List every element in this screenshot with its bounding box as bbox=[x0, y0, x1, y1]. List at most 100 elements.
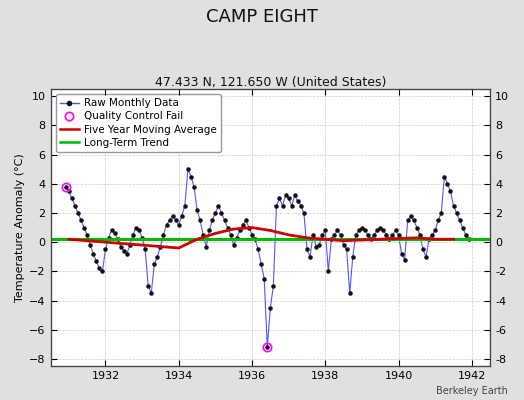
Point bbox=[208, 217, 216, 224]
Point bbox=[324, 268, 333, 274]
Point bbox=[77, 217, 85, 224]
Point bbox=[352, 232, 360, 238]
Point bbox=[236, 227, 244, 234]
Point bbox=[440, 173, 449, 180]
Point bbox=[291, 192, 299, 199]
Point bbox=[129, 232, 137, 238]
Point bbox=[71, 202, 79, 209]
Point bbox=[141, 246, 149, 253]
Point bbox=[242, 217, 250, 224]
Point bbox=[83, 232, 91, 238]
Point bbox=[223, 224, 232, 231]
Point bbox=[64, 188, 73, 194]
Point bbox=[190, 184, 198, 190]
Point bbox=[385, 236, 394, 242]
Point bbox=[111, 230, 119, 237]
Y-axis label: Temperature Anomaly (°C): Temperature Anomaly (°C) bbox=[15, 153, 25, 302]
Point bbox=[373, 227, 381, 234]
Point bbox=[416, 232, 424, 238]
Point bbox=[181, 202, 189, 209]
Point bbox=[187, 173, 195, 180]
Point bbox=[297, 202, 305, 209]
Point bbox=[107, 227, 116, 234]
Point bbox=[293, 198, 302, 204]
Point bbox=[211, 210, 220, 216]
Legend: Raw Monthly Data, Quality Control Fail, Five Year Moving Average, Long-Term Tren: Raw Monthly Data, Quality Control Fail, … bbox=[56, 94, 221, 152]
Point bbox=[95, 265, 104, 272]
Point bbox=[126, 242, 134, 248]
Point bbox=[403, 217, 412, 224]
Point bbox=[245, 224, 253, 231]
Point bbox=[62, 184, 70, 190]
Point bbox=[278, 202, 287, 209]
Point bbox=[89, 251, 97, 257]
Point bbox=[251, 236, 259, 242]
Point bbox=[74, 210, 82, 216]
Point bbox=[202, 243, 211, 250]
Point bbox=[437, 210, 445, 216]
Point bbox=[162, 222, 171, 228]
Point bbox=[345, 290, 354, 296]
Point bbox=[336, 232, 345, 238]
Point bbox=[303, 246, 311, 253]
Point bbox=[269, 283, 278, 289]
Point bbox=[340, 242, 348, 248]
Point bbox=[275, 195, 283, 202]
Text: CAMP EIGHT: CAMP EIGHT bbox=[206, 8, 318, 26]
Point bbox=[321, 227, 330, 234]
Point bbox=[147, 290, 156, 296]
Point bbox=[281, 192, 290, 199]
Point bbox=[171, 217, 180, 224]
Point bbox=[315, 242, 323, 248]
Point bbox=[98, 268, 106, 274]
Point bbox=[419, 246, 427, 253]
Point bbox=[358, 224, 366, 231]
Point bbox=[431, 227, 440, 234]
Point bbox=[367, 236, 375, 242]
Point bbox=[288, 202, 296, 209]
Point bbox=[309, 232, 317, 238]
Point bbox=[428, 232, 436, 238]
Point bbox=[230, 242, 238, 248]
Point bbox=[104, 234, 113, 241]
Point bbox=[422, 254, 430, 260]
Text: Berkeley Earth: Berkeley Earth bbox=[436, 386, 508, 396]
Point bbox=[400, 256, 409, 263]
Point bbox=[455, 217, 464, 224]
Point bbox=[443, 181, 452, 187]
Point bbox=[266, 304, 275, 311]
Point bbox=[449, 202, 457, 209]
Point bbox=[135, 227, 143, 234]
Point bbox=[407, 213, 415, 219]
Point bbox=[410, 217, 418, 224]
Point bbox=[68, 195, 76, 202]
Point bbox=[159, 232, 168, 238]
Point bbox=[114, 236, 122, 242]
Point bbox=[80, 224, 89, 231]
Point bbox=[174, 222, 183, 228]
Point bbox=[465, 236, 473, 242]
Point bbox=[153, 254, 161, 260]
Point bbox=[150, 261, 158, 267]
Point bbox=[425, 236, 433, 242]
Point bbox=[306, 254, 314, 260]
Point bbox=[166, 217, 174, 224]
Point bbox=[92, 258, 101, 264]
Point bbox=[379, 227, 387, 234]
Point bbox=[86, 242, 94, 248]
Point bbox=[205, 227, 213, 234]
Point bbox=[217, 210, 226, 216]
Point bbox=[116, 243, 125, 250]
Point bbox=[138, 234, 146, 241]
Point bbox=[348, 254, 357, 260]
Point bbox=[248, 232, 256, 238]
Point bbox=[233, 234, 241, 241]
Point bbox=[376, 224, 385, 231]
Point bbox=[452, 210, 461, 216]
Point bbox=[196, 217, 204, 224]
Point bbox=[330, 232, 339, 238]
Point bbox=[199, 232, 208, 238]
Point bbox=[434, 217, 442, 224]
Point bbox=[257, 261, 265, 267]
Point bbox=[254, 246, 263, 253]
